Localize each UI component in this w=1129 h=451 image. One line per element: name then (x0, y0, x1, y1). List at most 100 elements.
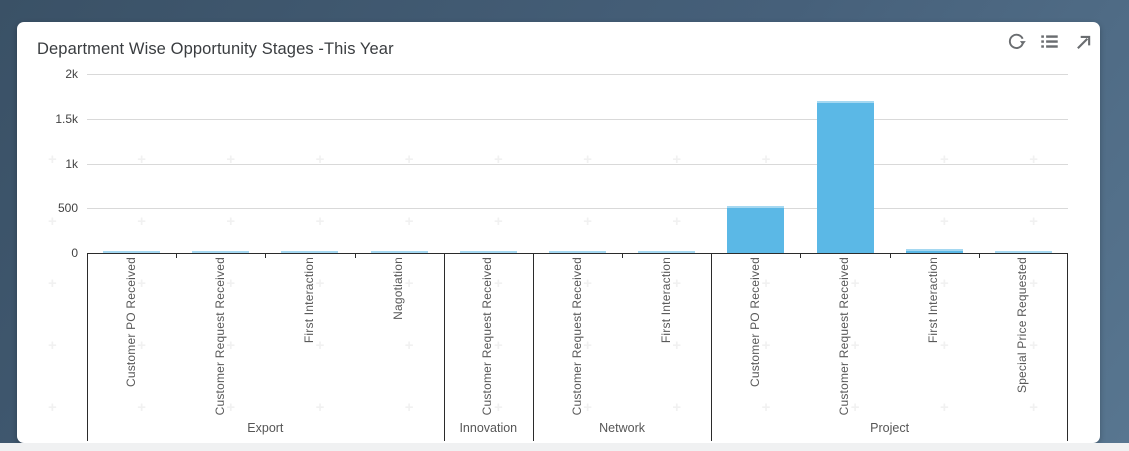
watermark-cross: + (672, 151, 682, 168)
watermark-cross: + (48, 337, 57, 354)
watermark-cross: + (940, 213, 949, 230)
group-label-innovation: Innovation (459, 421, 518, 435)
expand-button[interactable] (1072, 31, 1092, 51)
bar-project-customer-po-received[interactable] (727, 206, 785, 253)
watermark-cross: + (494, 151, 503, 168)
x-axis-category-label: Customer PO Received (747, 257, 762, 388)
x-axis-category-label: First Interaction (926, 257, 941, 344)
group-label-project: Project (870, 421, 910, 435)
watermark-cross: + (226, 213, 236, 230)
bar-project-customer-request-received[interactable] (816, 100, 874, 253)
watermark-cross: + (850, 275, 860, 292)
watermark-cross: + (761, 275, 771, 292)
watermark-cross: + (494, 213, 503, 230)
watermark-cross: + (404, 399, 414, 416)
watermark-cross: + (940, 337, 949, 354)
watermark-cross: + (1029, 337, 1038, 354)
y-axis-tick-label: 2k (65, 67, 78, 81)
watermark-cross: + (315, 275, 325, 292)
x-axis-category-label: Customer Request Received (480, 257, 495, 416)
watermark-cross: + (1029, 151, 1038, 168)
bar-export-customer-request-received[interactable] (192, 250, 250, 253)
gridline (87, 163, 1068, 165)
watermark-cross: + (672, 275, 682, 292)
plot-left-border (87, 253, 88, 441)
watermark-cross: + (137, 151, 146, 168)
watermark-cross: + (1029, 275, 1038, 292)
x-axis-category-label: Special Price Requested (1015, 257, 1030, 394)
category-tick (978, 253, 980, 258)
watermark-cross: + (761, 151, 771, 168)
refresh-icon (1007, 32, 1026, 51)
bar-network-first-interaction[interactable] (638, 251, 696, 253)
watermark-cross: + (48, 399, 57, 416)
watermark-cross: + (494, 337, 503, 354)
bar-network-customer-request-received[interactable] (549, 250, 606, 253)
watermark-cross: + (940, 399, 949, 416)
next-row-edge (0, 443, 1129, 451)
watermark-cross: + (761, 399, 771, 416)
gridline (87, 118, 1068, 120)
watermark-cross: + (940, 275, 949, 292)
group-separator (532, 253, 534, 441)
watermark-cross: + (494, 399, 503, 416)
watermark-cross: + (583, 399, 592, 416)
watermark-cross: + (761, 337, 771, 354)
bar-innovation-customer-request-received[interactable] (459, 251, 517, 253)
group-label-export: Export (247, 421, 284, 435)
category-tick (354, 253, 356, 258)
watermark-cross: + (315, 213, 325, 230)
watermark-cross: + (494, 275, 503, 292)
watermark-cross: + (137, 213, 146, 230)
y-axis-tick-label: 1k (65, 156, 78, 171)
y-axis-tick-label: 0 (71, 246, 78, 260)
chart-title: Department Wise Opportunity Stages -This… (37, 40, 394, 58)
x-axis-category-label: First Interaction (301, 257, 316, 344)
watermark-cross: + (583, 337, 592, 354)
watermark-cross: + (850, 337, 860, 354)
category-tick (800, 253, 802, 258)
bar-project-special-price-requested[interactable] (994, 251, 1052, 253)
y-axis-tick-label: 500 (57, 201, 78, 216)
x-axis-line (87, 253, 1068, 254)
group-separator (1067, 253, 1068, 441)
bar-export-nagotiation[interactable] (370, 251, 428, 253)
watermark-cross: + (226, 275, 236, 292)
watermark-cross: + (137, 275, 146, 292)
watermark-cross: + (583, 213, 592, 230)
x-axis-category-label: Customer Request Received (837, 257, 852, 416)
watermark-cross: + (404, 151, 414, 168)
category-tick (176, 253, 178, 258)
group-label-network: Network (599, 421, 645, 435)
refresh-button[interactable] (1006, 31, 1026, 51)
category-tick (622, 253, 624, 258)
watermark-cross: + (940, 151, 949, 168)
watermark-cross: + (48, 275, 57, 292)
bar-export-customer-po-received[interactable] (103, 250, 161, 253)
x-axis-category-label: Customer Request Received (569, 257, 584, 416)
watermark-cross: + (1029, 213, 1038, 230)
category-tick (889, 253, 891, 258)
watermark-cross: + (672, 213, 682, 230)
watermark-cross: + (1029, 399, 1038, 416)
x-axis-category-label: Customer Request Received (212, 257, 227, 416)
list-view-button[interactable] (1039, 31, 1059, 51)
gridline (87, 74, 1068, 75)
y-axis-tick-label: 1.5k (55, 111, 78, 126)
watermark-cross: + (137, 399, 146, 416)
category-tick (265, 253, 267, 258)
watermark-cross: + (404, 337, 414, 354)
watermark-cross: + (315, 399, 325, 416)
gridline (87, 208, 1068, 210)
group-separator (443, 253, 445, 441)
watermark-cross: + (48, 213, 57, 230)
chart-card: Department Wise Opportunity Stages -This… (17, 22, 1100, 443)
watermark-cross: + (672, 337, 682, 354)
watermark-cross: + (404, 213, 414, 230)
expand-icon (1073, 32, 1092, 51)
bar-export-first-interaction[interactable] (281, 251, 339, 253)
bar-project-first-interaction[interactable] (905, 248, 963, 253)
watermark-cross: + (404, 275, 414, 292)
watermark-cross: + (315, 337, 325, 354)
